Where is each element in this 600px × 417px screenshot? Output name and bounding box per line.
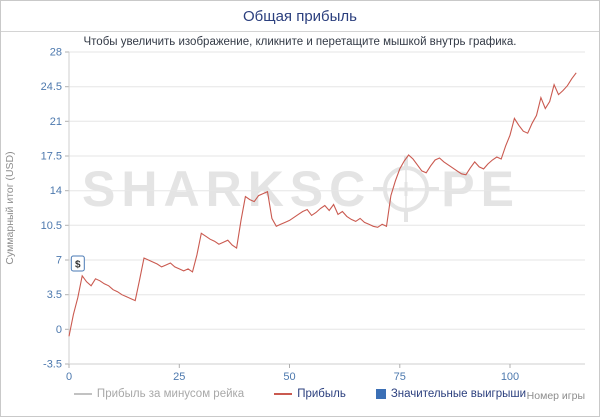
plot-area: SHARKSC PE -3.5 0 3.5 7 10.5 14 17.5 21 24.5 28 0 2… [1,48,600,384]
y-tick-label: 24.5 [41,81,62,93]
chart-hint-text: Чтобы увеличить изображение, кликните и … [83,36,517,48]
page-title: Общая прибыль [242,8,358,25]
legend-label: Прибыль [297,388,346,400]
legend-item-significant-wins[interactable]: Значительные выигрыши [375,388,527,400]
title-divider [1,31,599,32]
rake-free-line-swatch [73,393,92,395]
y-tick-label: 28 [50,48,62,59]
sharkscope-watermark: SHARKSC PE [1,156,599,222]
legend-item-rake-free-profit[interactable]: Прибыль за минусом рейка [73,388,245,400]
profit-line-chart[interactable]: -3.5 0 3.5 7 10.5 14 17.5 21 24.5 28 0 25 50 75 100 $ Су… [1,48,600,384]
significant-win-marker[interactable] [70,255,85,272]
y-tick-label: 0 [56,324,62,336]
x-tick-label: 0 [66,371,72,383]
y-tick-label: 3.5 [47,289,62,301]
y-tick-label: 10.5 [41,220,62,232]
y-tick-label: -3.5 [43,359,62,371]
scope-crosshair-icon [373,156,440,222]
watermark-text-left: SHARKSC [82,161,372,217]
significant-wins-swatch [375,389,386,399]
legend-label: Прибыль за минусом рейка [96,388,245,400]
x-tick-label: 50 [283,371,295,383]
y-tick-label: 14 [50,185,62,197]
legend-item-profit[interactable]: Прибыль [274,388,346,400]
legend-label: Значительные выигрыши [390,388,527,400]
chart-legend: Прибыль за минусом рейка Прибыль Значите… [1,384,599,402]
series-Прибыль [68,72,577,337]
significant-win-marker-label: $ [75,260,81,271]
y-tick-label: 21 [50,116,62,128]
y-tick-label: 17.5 [41,151,62,163]
x-axis-title: Номер игры [526,390,585,402]
x-tick-label: 75 [394,371,406,383]
x-tick-label: 25 [173,371,185,383]
y-axis-title: Суммарный итог (USD) [4,151,16,264]
watermark-text-right: PE [441,161,520,217]
profit-line-swatch [274,393,293,395]
x-tick-label: 100 [501,371,519,383]
y-tick-label: 7 [56,255,62,267]
